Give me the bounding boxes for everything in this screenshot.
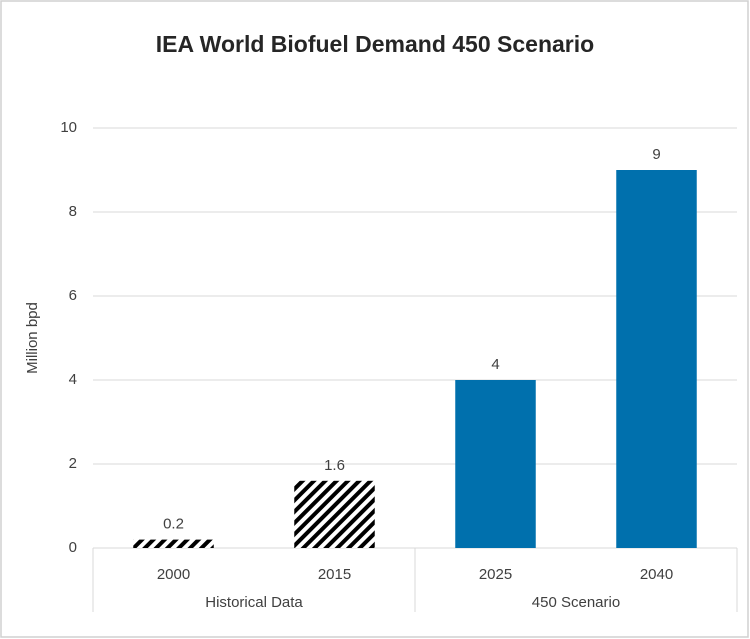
x-tick-label: 2040 — [640, 566, 673, 583]
y-tick-label: 8 — [69, 203, 77, 220]
data-label: 9 — [652, 146, 660, 163]
data-label: 1.6 — [324, 457, 345, 474]
y-axis-label: Million bpd — [24, 302, 41, 374]
y-tick-label: 6 — [69, 287, 77, 304]
y-tick-label: 10 — [60, 119, 77, 136]
x-tick-label: 2015 — [318, 566, 351, 583]
data-label: 0.2 — [163, 516, 184, 533]
data-label: 4 — [491, 356, 499, 373]
x-tick-label: 2000 — [157, 566, 190, 583]
group-label: Historical Data — [205, 594, 303, 611]
bar — [294, 480, 375, 548]
bar — [133, 539, 214, 548]
bar — [455, 380, 536, 548]
group-label: 450 Scenario — [532, 594, 620, 611]
chart-title: IEA World Biofuel Demand 450 Scenario — [156, 31, 594, 57]
x-tick-label: 2025 — [479, 566, 512, 583]
bar — [616, 170, 697, 548]
y-tick-label: 0 — [69, 539, 77, 556]
y-tick-label: 2 — [69, 455, 77, 472]
y-tick-label: 4 — [69, 371, 77, 388]
